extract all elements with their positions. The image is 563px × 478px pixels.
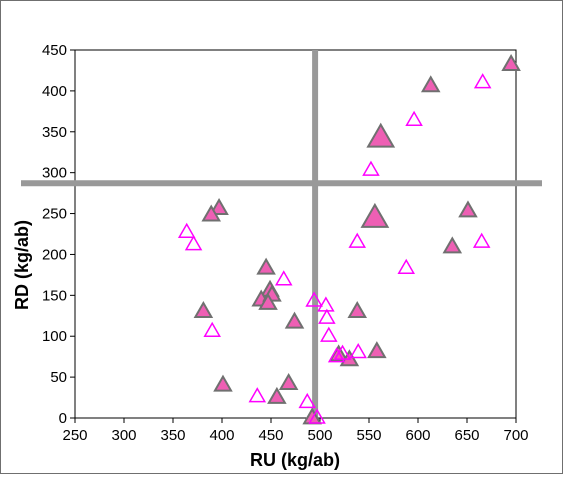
- filled-triangle-marker: [209, 197, 229, 215]
- y-tick-label: 50: [50, 369, 67, 386]
- filled-triangle-marker: [284, 311, 305, 329]
- large-filled-triangle-marker: [366, 122, 396, 148]
- open-triangle-marker: [348, 232, 367, 248]
- x-axis-ticks: 250 300 350 400 450 500 550 600 650 700: [62, 418, 529, 444]
- filled-triangle-marker: [267, 386, 287, 404]
- open-triangle-marker: [397, 258, 416, 275]
- open-triangle-marker: [362, 160, 380, 176]
- y-tick-label: 100: [42, 328, 67, 345]
- x-tick-label: 450: [258, 427, 283, 444]
- y-tick-label: 450: [42, 42, 67, 59]
- filled-triangle-marker: [501, 54, 521, 72]
- filled-triangle-marker: [458, 200, 478, 218]
- filled-triangle-marker: [442, 236, 463, 254]
- filled-triangle-marker: [256, 257, 276, 275]
- y-axis-ticks: 0 50 100 150 200 250 300 350 400 450: [42, 42, 75, 427]
- open-triangle-marker: [274, 270, 293, 286]
- open-triangle-marker: [203, 321, 221, 338]
- y-tick-label: 400: [42, 83, 67, 100]
- open-triangle-marker: [298, 392, 317, 409]
- y-tick-label: 350: [42, 124, 67, 141]
- y-tick-label: 300: [42, 165, 67, 182]
- x-tick-label: 650: [454, 427, 479, 444]
- open-triangle-marker: [349, 343, 367, 359]
- open-triangle-marker: [327, 347, 346, 363]
- open-triangle-marker: [177, 222, 196, 239]
- y-tick-label: 150: [42, 287, 67, 304]
- filled-triangle-marker: [258, 292, 278, 310]
- filled-triangle-marker: [201, 204, 221, 222]
- data-markers: [177, 54, 521, 425]
- x-tick-label: 300: [111, 427, 136, 444]
- open-triangle-marker: [472, 232, 491, 248]
- filled-triangle-marker: [367, 341, 387, 359]
- y-tick-label: 200: [42, 246, 67, 263]
- open-triangle-marker: [308, 408, 326, 424]
- x-tick-label: 400: [209, 427, 234, 444]
- filled-triangle-marker: [420, 75, 441, 93]
- x-tick-label: 600: [405, 427, 430, 444]
- open-triangle-marker: [333, 344, 352, 360]
- x-tick-label: 700: [503, 427, 528, 444]
- open-triangle-marker: [184, 235, 203, 251]
- x-tick-label: 550: [356, 427, 381, 444]
- open-triangle-marker: [305, 291, 323, 307]
- filled-triangle-marker: [347, 301, 368, 319]
- x-axis-title: RU (kg/ab): [250, 450, 340, 470]
- open-triangle-marker: [318, 308, 336, 324]
- y-tick-label: 0: [59, 410, 67, 427]
- open-triangle-marker: [320, 326, 338, 342]
- open-triangle-marker: [248, 387, 267, 403]
- filled-triangle-marker: [193, 301, 214, 319]
- x-tick-label: 250: [62, 427, 87, 444]
- filled-triangle-marker: [213, 374, 233, 392]
- reference-lines: [21, 50, 542, 418]
- open-triangle-marker: [473, 73, 492, 89]
- plot-area: [74, 49, 517, 419]
- x-tick-label: 350: [160, 427, 185, 444]
- filled-triangle-marker: [278, 372, 299, 390]
- open-triangle-marker: [405, 110, 423, 127]
- x-tick-label: 500: [307, 427, 332, 444]
- y-axis-title: RD (kg/ab): [12, 220, 32, 310]
- large-filled-triangle-marker: [360, 202, 390, 228]
- y-tick-label: 250: [42, 206, 67, 223]
